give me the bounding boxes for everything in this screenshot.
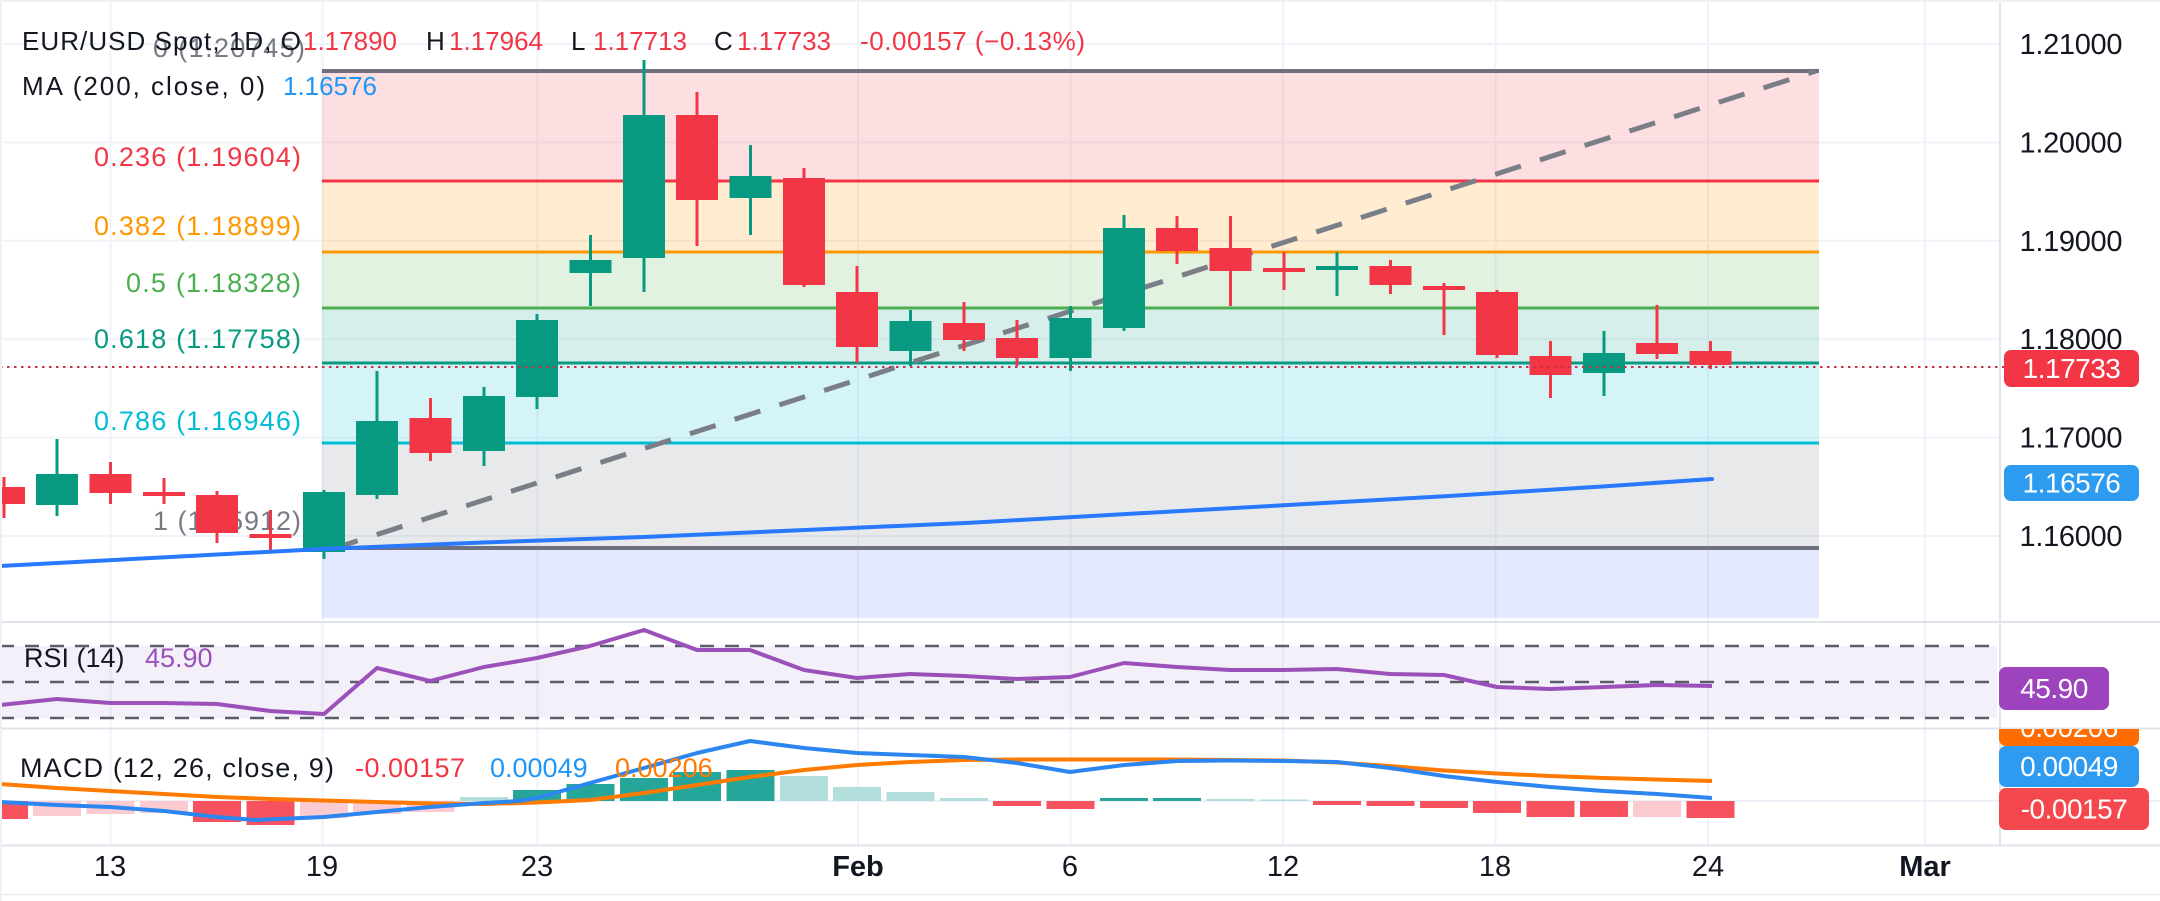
svg-text:23: 23 [521,851,553,883]
svg-text:-0.00157 (−0.13%): -0.00157 (−0.13%) [860,26,1085,56]
svg-text:0.618 (1.17758): 0.618 (1.17758) [94,324,301,354]
svg-text:C: C [714,26,733,56]
svg-text:45.90: 45.90 [145,643,213,673]
svg-text:0.382 (1.18899): 0.382 (1.18899) [94,211,301,241]
svg-text:H: H [426,26,445,56]
svg-text:MACD (12, 26, close, 9): MACD (12, 26, close, 9) [20,753,334,783]
svg-text:0.786 (1.16946): 0.786 (1.16946) [94,406,301,436]
svg-text:13: 13 [94,851,126,883]
svg-text:12: 12 [1267,851,1299,883]
svg-text:1.20000: 1.20000 [2020,127,2123,159]
svg-text:L: L [571,26,585,56]
svg-text:0.00049: 0.00049 [2020,751,2118,782]
svg-text:1.17713: 1.17713 [593,26,687,56]
svg-text:-0.00157: -0.00157 [355,753,465,783]
svg-text:1.21000: 1.21000 [2020,29,2123,61]
svg-text:18: 18 [1479,851,1511,883]
svg-text:Mar: Mar [1899,851,1951,883]
svg-text:MA (200, close, 0): MA (200, close, 0) [22,71,265,101]
svg-text:1.17733: 1.17733 [2023,353,2121,384]
svg-text:0.236 (1.19604): 0.236 (1.19604) [94,142,301,172]
svg-text:19: 19 [306,851,338,883]
svg-text:0.00049: 0.00049 [490,753,588,783]
svg-text:Feb: Feb [832,851,884,883]
svg-text:6: 6 [1062,851,1078,883]
svg-text:-0.00157: -0.00157 [2021,794,2128,825]
svg-text:1.17000: 1.17000 [2020,423,2123,455]
svg-text:45.90: 45.90 [2020,673,2088,704]
svg-text:0.5 (1.18328): 0.5 (1.18328) [126,268,301,298]
svg-text:1.17964: 1.17964 [449,26,543,56]
svg-text:EUR/USD Spot, 1D, O: EUR/USD Spot, 1D, O [22,26,301,56]
svg-text:0.00206: 0.00206 [615,753,713,783]
svg-text:0.00206: 0.00206 [2020,712,2118,743]
svg-text:1.17890: 1.17890 [303,26,397,56]
svg-text:1.17733: 1.17733 [737,26,831,56]
svg-text:1.16576: 1.16576 [283,71,377,101]
svg-text:1.16576: 1.16576 [2023,468,2121,499]
svg-text:1.19000: 1.19000 [2020,226,2123,258]
svg-text:1.16000: 1.16000 [2020,521,2123,553]
svg-text:24: 24 [1692,851,1724,883]
svg-text:RSI (14): RSI (14) [24,643,125,673]
